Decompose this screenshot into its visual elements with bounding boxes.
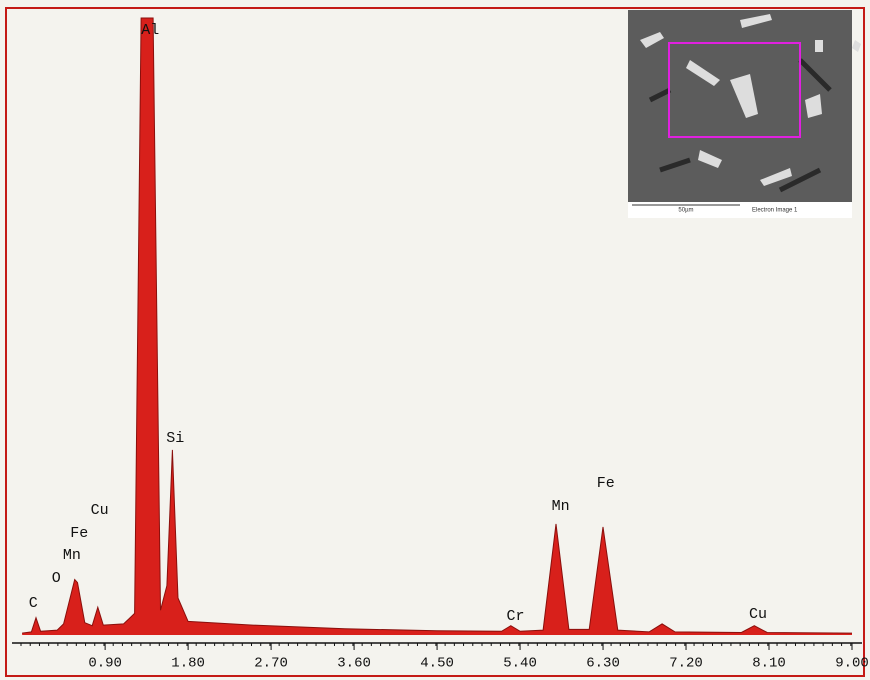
peak-label: Cr (506, 608, 524, 625)
peak-label: C (29, 595, 38, 612)
peak-label: Fe (70, 525, 88, 542)
inset-footer (628, 202, 852, 218)
x-tick-label: 1.80 (171, 656, 205, 672)
chart: 50µm Electron Image 1 0.90 1.80 2.70 3.60 4.… (0, 0, 870, 680)
x-tick-label: 5.40 (503, 656, 537, 672)
x-tick-label: 0.90 (88, 656, 122, 672)
scale-label: 50µm (678, 208, 693, 214)
x-tick-label: 6.30 (586, 656, 620, 672)
peak-label: Si (166, 430, 184, 447)
peak-label: O (52, 570, 61, 587)
x-tick-label: 2.70 (254, 656, 288, 672)
x-tick-label: 3.60 (337, 656, 371, 672)
peak-label: Al (141, 22, 159, 39)
x-tick-label: 4.50 (420, 656, 454, 672)
x-tick-label: 8.10 (752, 656, 786, 672)
x-tick-label: 7.20 (669, 656, 703, 672)
peak-label: Fe (597, 475, 615, 492)
peak-label: Mn (552, 498, 570, 515)
peak-label: Cu (749, 606, 767, 623)
x-tick-label: 9.00 (835, 656, 869, 672)
inset-caption: Electron Image 1 (752, 208, 798, 214)
inset-image: 50µm Electron Image 1 (628, 10, 861, 218)
peak-label: Cu (91, 502, 109, 519)
peak-label: Mn (63, 547, 81, 564)
